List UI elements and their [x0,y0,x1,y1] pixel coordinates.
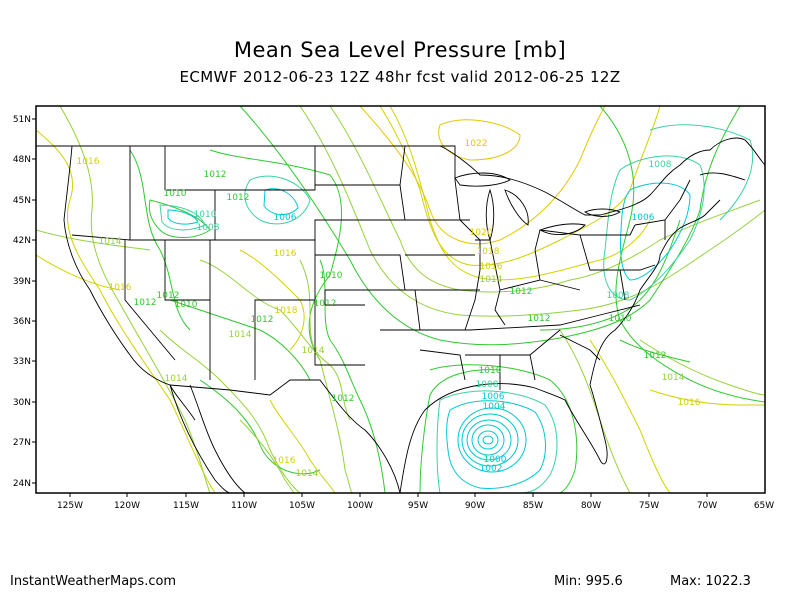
lon-label: 85W [523,501,543,511]
site-credit: InstantWeatherMaps.com [10,574,177,589]
map-subtitle: ECMWF 2012-06-23 12Z 48hr fcst valid 201… [179,68,621,86]
contour-label: 1016 [678,398,701,408]
lon-label: 125W [57,501,83,511]
contour-label: 1004 [483,402,506,412]
contour-labels: 1016 1012 1010 1012 1010 1008 1006 1014 … [77,139,701,479]
contour-label: 1014 [480,275,503,285]
contour-label: 1012 [251,315,274,325]
map-frame [35,105,766,494]
contour-label: 1012 [227,193,250,203]
lat-label: 39N [13,277,31,287]
lat-label: 36N [13,317,31,327]
min-readout: Min: 995.6 [554,574,623,589]
contour-label: 1012 [314,299,337,309]
contour-label: 1012 [204,170,227,180]
lat-label: 27N [13,438,31,448]
contour-label: 1016 [273,456,296,466]
longitude-axis: 125W 120W 115W 110W 105W 100W 95W 90W 85… [57,501,774,511]
max-label: Max: [670,574,702,589]
contour-label: 1006 [274,213,297,223]
contour-label: 1012 [134,298,157,308]
contour-label: 1006 [632,213,655,223]
contour-label: 1012 [644,351,667,361]
contour-label: 1022 [465,139,488,149]
lat-label: 48N [13,155,31,165]
lat-label: 33N [13,357,31,367]
contour-label: 1010 [175,300,198,310]
contour-label: 1010 [194,210,217,220]
isobar-lines [36,106,765,493]
contour-label: 1006 [482,392,505,402]
lon-label: 65W [754,501,774,511]
contour-label: 1020 [470,228,493,238]
contour-label: 1014 [165,374,188,384]
lon-label: 110W [231,501,257,511]
contour-label: 1010 [609,314,632,324]
map-title: Mean Sea Level Pressure [mb] [233,38,567,62]
lon-label: 70W [697,501,717,511]
contour-label: 1012 [510,287,533,297]
lon-label: 90W [465,501,485,511]
contour-label: 1018 [477,247,500,257]
contour-label: 1016 [109,283,132,293]
lon-label: 100W [347,501,373,511]
contour-label: 1016 [480,262,503,272]
lat-label: 45N [13,196,31,206]
contour-label: 1008 [197,223,220,233]
lat-label: 51N [13,115,31,125]
contour-label: 1012 [332,394,355,404]
latitude-axis: 51N 48N 45N 42N 39N 36N 33N 30N 27N 24N [13,115,31,489]
lon-label: 75W [639,501,659,511]
contour-label: 1014 [99,237,122,247]
contour-label: 1014 [662,373,685,383]
political-borders [36,137,765,493]
contour-label: 1014 [302,346,325,356]
contour-label: 1016 [274,249,297,259]
lat-label: 30N [13,398,31,408]
lon-label: 95W [408,501,428,511]
lon-label: 105W [289,501,315,511]
min-label: Min: [554,574,582,589]
contour-label: 1000 [484,455,507,465]
contour-label: 1008 [476,380,499,390]
max-value: 1022.3 [705,574,751,589]
contour-label: 1018 [275,306,298,316]
lat-label: 42N [13,236,31,246]
contour-label: 1002 [480,464,503,474]
contour-label: 1014 [296,469,319,479]
lat-label: 24N [13,479,31,489]
contour-label: 1014 [229,330,252,340]
lon-label: 115W [173,501,199,511]
max-readout: Max: 1022.3 [670,574,751,589]
lon-label: 120W [114,501,140,511]
contour-label: 1008 [649,160,672,170]
contour-label: 1010 [164,189,187,199]
contour-label: 1010 [320,271,343,281]
contour-label: 1016 [77,157,100,167]
contour-label: 1012 [157,291,180,301]
min-value: 995.6 [585,574,623,589]
lon-label: 80W [581,501,601,511]
contour-label: 1008 [607,291,630,301]
contour-label: 1012 [528,314,551,324]
contour-label: 1010 [479,366,502,376]
